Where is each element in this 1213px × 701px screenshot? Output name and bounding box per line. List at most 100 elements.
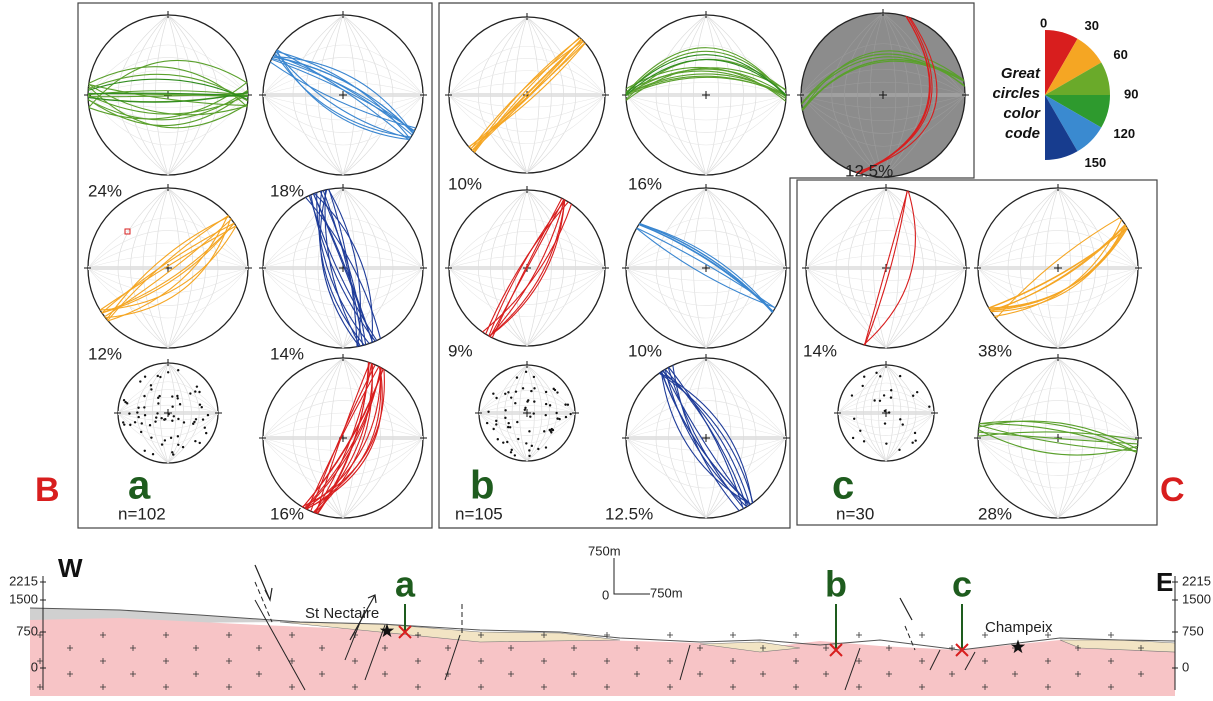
pole-dot <box>137 415 140 419</box>
great-circle <box>87 92 249 97</box>
grid-arc <box>680 14 707 176</box>
legend-angle: 0 <box>1040 15 1047 30</box>
pole-dot <box>883 409 887 413</box>
fault-arrow <box>254 564 913 641</box>
great-circle <box>310 194 376 342</box>
grid-arc <box>668 187 707 349</box>
pole-dot <box>873 399 876 402</box>
pole-dot <box>537 447 540 451</box>
plus <box>760 671 766 677</box>
great-circle <box>488 199 566 337</box>
pole-dot <box>143 413 147 417</box>
pole-dot <box>198 390 201 394</box>
panel-c-frame <box>796 179 1158 526</box>
great-circle <box>801 56 965 105</box>
legend-angle: 30 <box>1085 18 1099 33</box>
great-circle <box>305 196 381 339</box>
pole-dot <box>507 391 510 394</box>
grid-arc <box>837 390 935 414</box>
pole-dot <box>176 394 179 398</box>
great-circle <box>672 365 740 512</box>
place: St Nectaire <box>305 605 379 622</box>
grid-arc <box>882 12 909 178</box>
grid-arc <box>342 14 356 176</box>
pole-dot <box>171 395 174 398</box>
marker <box>124 228 131 235</box>
grid-arc <box>526 364 550 462</box>
pole-dot <box>160 443 164 446</box>
great-circle <box>473 37 581 153</box>
grid-arc <box>117 412 219 437</box>
grid-arc <box>262 44 424 96</box>
grid-arc <box>130 14 169 176</box>
great-circle <box>106 216 230 320</box>
grid-arc <box>705 14 757 176</box>
great-circle <box>864 190 908 346</box>
plus <box>1108 632 1114 638</box>
grid-arc <box>977 230 1139 269</box>
plus <box>982 632 988 638</box>
pole-dot <box>532 375 536 379</box>
grid-arc <box>526 189 576 347</box>
legend-sector <box>1045 30 1078 95</box>
pole-dot <box>206 413 210 417</box>
grid-arc <box>262 267 424 294</box>
grid-arc <box>526 16 540 174</box>
great-circle <box>988 227 1128 309</box>
percentage: 14% <box>270 344 304 363</box>
grid-arc <box>625 387 787 439</box>
grid-arc <box>805 255 967 269</box>
grid-arc <box>800 94 966 109</box>
center-cross <box>475 361 579 417</box>
grid-arc <box>142 187 169 349</box>
great-circle <box>99 225 237 311</box>
topography <box>29 607 1176 651</box>
site-cross <box>829 643 843 657</box>
grid-arc <box>882 12 922 178</box>
grid-arc <box>342 187 369 349</box>
grid-arc <box>448 70 606 96</box>
fault <box>444 634 461 681</box>
grid-arc <box>873 187 887 349</box>
great-circle <box>636 227 776 309</box>
pole-dot <box>528 454 531 458</box>
grid-arc <box>448 231 606 269</box>
grid-arc <box>625 94 787 146</box>
grid-arc <box>87 267 249 319</box>
grid-arc <box>448 267 606 293</box>
pole-dot <box>176 397 179 400</box>
great-circle <box>625 73 787 97</box>
plus <box>478 684 484 690</box>
great-circle <box>855 17 938 173</box>
pole-dot <box>878 399 882 402</box>
pole-dot <box>521 387 525 390</box>
great-circle <box>625 59 787 96</box>
grid-arc <box>87 255 249 269</box>
pole-dot <box>172 453 175 456</box>
plus <box>604 684 610 690</box>
great-circle <box>87 92 249 103</box>
grid-arc <box>705 187 719 349</box>
center-cross <box>114 359 222 417</box>
pole-dot <box>507 421 510 425</box>
site-letter: b <box>825 564 847 605</box>
pole-dot <box>913 431 917 435</box>
grid-arc <box>262 255 424 269</box>
grid-arc <box>885 364 909 462</box>
grid-arc <box>117 397 219 414</box>
grid-arc <box>625 94 787 133</box>
plus <box>100 658 106 664</box>
pole-dot <box>128 412 131 415</box>
legend-sector <box>1045 38 1102 95</box>
plus <box>886 671 892 677</box>
grid-arc <box>292 357 344 519</box>
pole-dot <box>157 402 160 405</box>
great-circle <box>995 217 1121 319</box>
legend-angle: 120 <box>1113 126 1135 141</box>
pole-dot <box>156 374 159 378</box>
pole-dot <box>510 448 513 452</box>
pole-dot <box>194 418 198 421</box>
grid-arc <box>625 400 787 439</box>
grid-arc <box>977 425 1139 439</box>
great-circle <box>625 66 787 102</box>
